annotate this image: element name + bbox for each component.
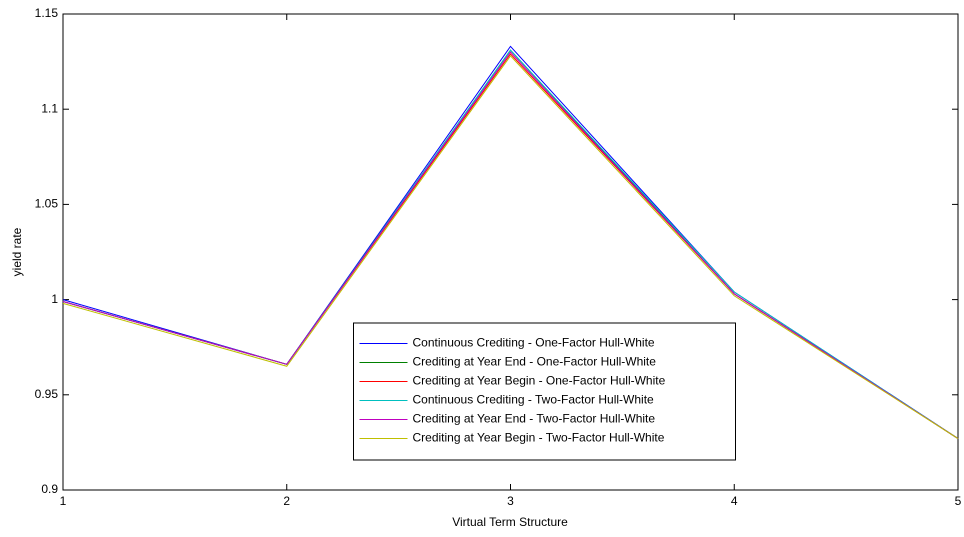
y-axis-label: yield rate [10,227,24,276]
y-tick-label: 0.95 [35,387,59,401]
legend-box [353,322,736,461]
x-axis-label: Virtual Term Structure [452,515,568,529]
x-tick-label: 2 [283,494,290,508]
x-tick-label: 4 [731,494,738,508]
legend-label: Continuous Crediting - One-Factor Hull-W… [413,336,655,350]
series-line [62,55,959,440]
y-tick-label: 0.9 [41,482,58,496]
x-tick-label: 3 [507,494,514,508]
y-tick-label: 1 [51,292,58,306]
legend-label: Continuous Crediting - Two-Factor Hull-W… [413,393,655,407]
series-line [62,51,959,440]
legend-label: Crediting at Year End - Two-Factor Hull-… [413,412,656,426]
y-tick-label: 1.05 [35,197,59,211]
legend-label: Crediting at Year End - One-Factor Hull-… [413,355,657,369]
x-tick-label: 1 [60,494,67,508]
legend-label: Crediting at Year Begin - Two-Factor Hul… [413,431,665,445]
y-tick-label: 1.15 [35,6,59,20]
x-tick-label: 5 [955,494,962,508]
legend-label: Crediting at Year Begin - One-Factor Hul… [413,374,666,388]
y-tick-label: 1.1 [41,101,58,115]
